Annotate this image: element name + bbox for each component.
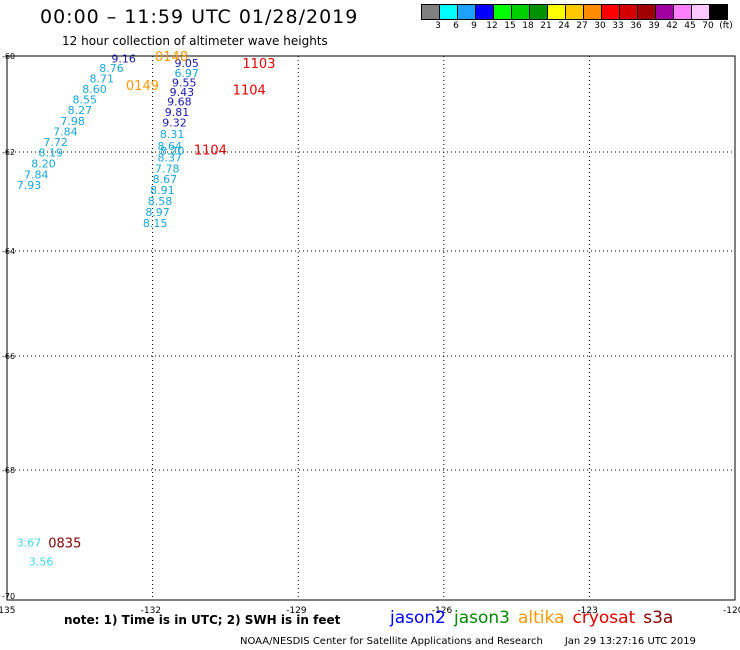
satellite-jason2: jason2: [390, 608, 446, 628]
scale-label: 70: [702, 21, 714, 31]
wave-height-value: 3.67: [17, 536, 41, 549]
wave-height-value: 8.58: [148, 195, 173, 208]
lat-tick-label: -62: [2, 148, 15, 157]
wave-height-value: 9.68: [167, 96, 192, 109]
pass-time-label: 1103: [242, 57, 275, 72]
wave-height-value: 7.98: [60, 115, 85, 128]
wave-height-value: 7.93: [17, 179, 41, 192]
wave-height-value: 7.84: [24, 168, 48, 181]
scale-label: 45: [684, 21, 696, 31]
footnote: note: 1) Time is in UTC; 2) SWH is in fe…: [64, 613, 341, 627]
wave-height-value: 8.97: [145, 206, 170, 219]
scale-label: 42: [666, 21, 678, 31]
scale-label: 39: [648, 21, 660, 31]
wave-height-value: 6.97: [174, 67, 199, 80]
wave-height-value: 9.81: [165, 106, 190, 119]
timestamp: Jan 29 13:27:16 UTC 2019: [564, 636, 696, 647]
wave-height-value: 8.20: [160, 145, 185, 158]
wave-height-value: 9.32: [162, 117, 187, 130]
lat-tick-label: -64: [2, 247, 15, 256]
lat-tick-label: -66: [2, 352, 15, 361]
page-title: 00:00 – 11:59 UTC 01/28/2019: [40, 6, 359, 28]
wave-height-value: 9.55: [172, 76, 197, 89]
wave-height-value: 8.76: [99, 62, 124, 75]
scale-label: 27: [576, 21, 588, 31]
satellite-legend: jason2 jason3 altika cryosat s3a: [390, 608, 681, 628]
pass-time-label: 0149: [126, 79, 159, 94]
wave-height-value: 7.84: [53, 125, 78, 138]
pass-time-label: 0148: [155, 50, 188, 65]
wave-height-value: 9.05: [174, 57, 199, 70]
scale-swatch: [709, 4, 728, 20]
wave-height-value: 7.78: [155, 162, 180, 175]
footer-credit: NOAA/NESDIS Center for Satellite Applica…: [240, 636, 696, 647]
pass-time-label: 0835: [48, 536, 81, 551]
wave-height-value: 8.64: [157, 140, 182, 153]
scale-label: 24: [558, 21, 570, 31]
scale-label: 18: [522, 21, 534, 31]
wave-height-value: 8.91: [150, 184, 175, 197]
lon-tick-label: -129: [286, 606, 307, 616]
wave-height-value: 9.43: [170, 86, 195, 99]
color-scale: [421, 4, 728, 20]
lon-tick-label: -135: [0, 606, 15, 616]
wave-height-value: 3.56: [29, 555, 54, 568]
scale-label: 9: [471, 21, 477, 31]
credit-text: NOAA/NESDIS Center for Satellite Applica…: [240, 636, 543, 647]
satellite-jason3: jason3: [454, 608, 510, 628]
pass-time-label: 1104: [194, 144, 227, 159]
wave-height-value: 8.20: [31, 157, 56, 170]
scale-label: (ft): [719, 21, 733, 31]
map-frame: [6, 55, 736, 601]
wave-height-value: 8.71: [90, 73, 115, 86]
lat-tick-label: -70: [2, 592, 15, 601]
color-scale-labels: 3 6 9 12 15 18 21 24 27 30 33 36 39 42 45 70 (ft): [422, 21, 740, 33]
scale-label: 36: [630, 21, 642, 31]
wave-height-value: 8.37: [157, 151, 182, 164]
lon-tick-label: -132: [141, 606, 161, 616]
satellite-cryosat: cryosat: [572, 608, 636, 628]
wave-height-value: 8.19: [39, 146, 64, 159]
page-subtitle: 12 hour collection of altimeter wave hei…: [62, 34, 328, 48]
scale-label: 15: [504, 21, 516, 31]
pass-time-label: 1104: [233, 84, 266, 99]
scale-label: 33: [612, 21, 624, 31]
wave-height-value: 8.60: [82, 83, 107, 96]
wave-height-value: 8.55: [73, 94, 98, 107]
wave-height-value: 8.15: [143, 217, 168, 230]
lon-tick-label: -123: [577, 606, 597, 616]
scale-label: 3: [435, 21, 441, 31]
scale-label: 6: [453, 21, 459, 31]
scale-label: 12: [486, 21, 498, 31]
lon-tick-label: -120: [723, 606, 740, 616]
lat-tick-label: -68: [2, 466, 15, 475]
satellite-s3a: s3a: [643, 608, 674, 628]
scale-label: 30: [594, 21, 606, 31]
wave-height-value: 8.31: [160, 128, 185, 141]
lat-tick-label: -60: [2, 52, 15, 61]
wave-height-value: 9.16: [111, 52, 136, 65]
wave-height-value: 8.67: [153, 173, 178, 186]
wave-height-value: 7.72: [43, 136, 68, 149]
satellite-altika: altika: [518, 608, 565, 628]
wave-height-value: 8.27: [68, 104, 93, 117]
lon-tick-label: -126: [432, 606, 453, 616]
scale-label: 21: [540, 21, 552, 31]
